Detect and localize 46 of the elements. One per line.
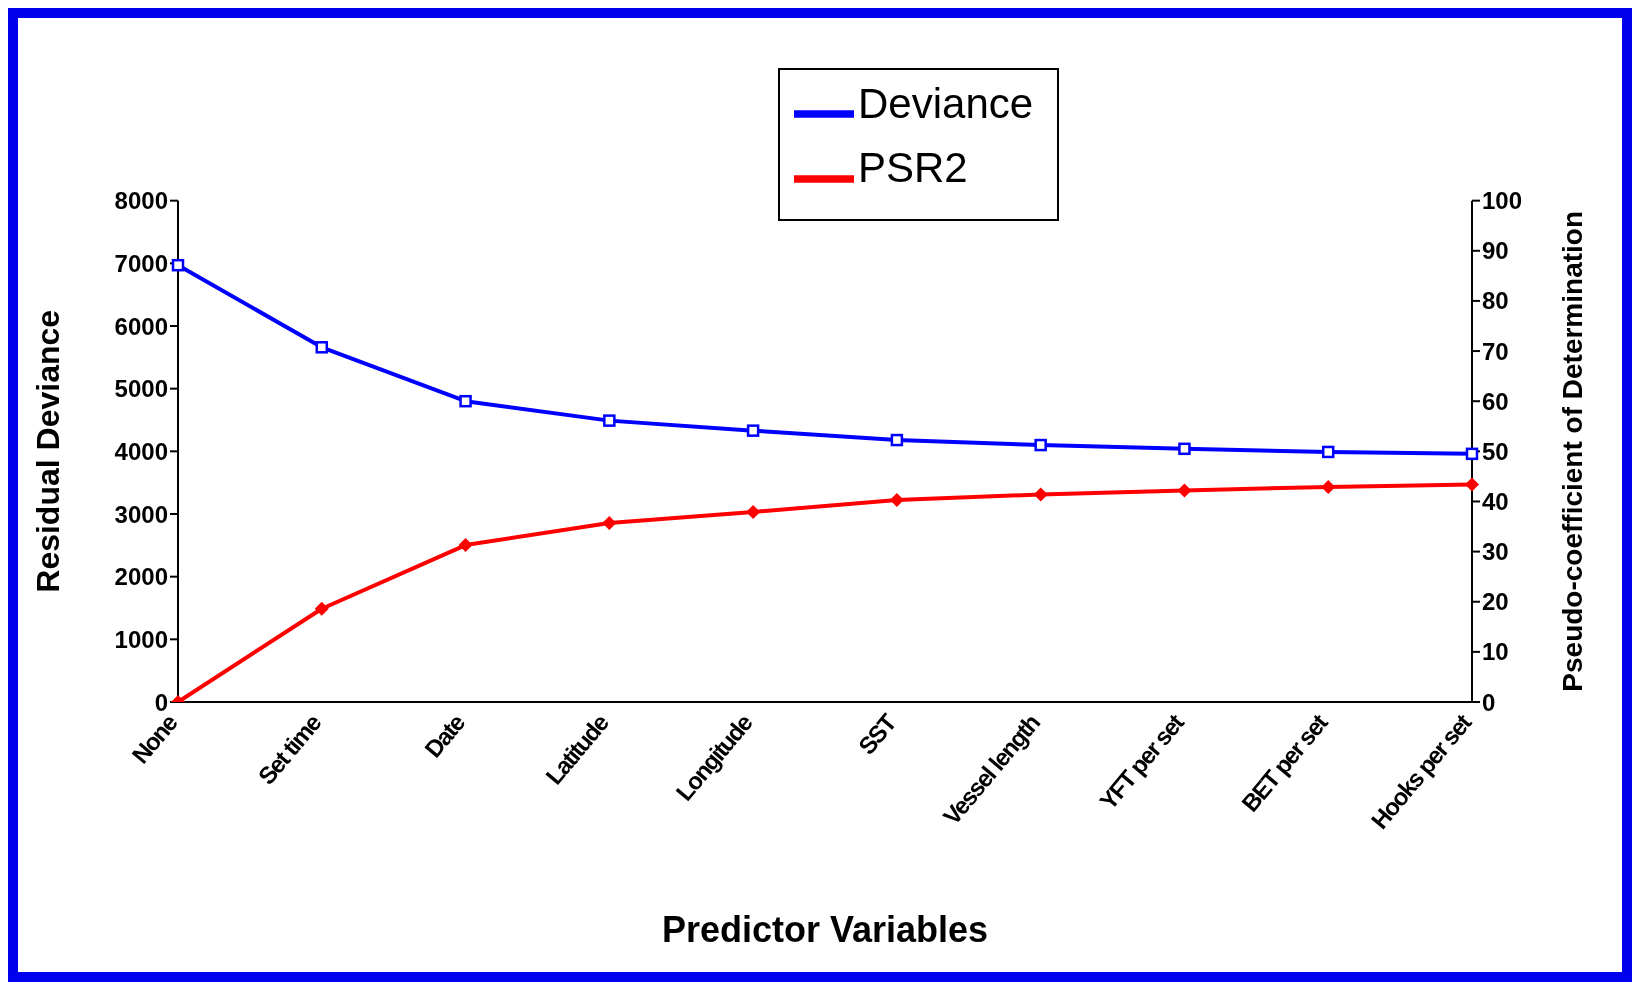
point	[1177, 483, 1192, 498]
y2-tick-label: 30	[1482, 538, 1509, 566]
point	[1465, 477, 1479, 492]
y2-axis-title: Pseudo-coefficient of Determination	[1556, 210, 1588, 692]
point	[1034, 438, 1047, 452]
y-tick-label: 7000	[114, 249, 168, 277]
point	[171, 258, 185, 272]
y-tick-label: 4000	[114, 437, 168, 465]
point	[1465, 447, 1479, 461]
y-tick-label: 3000	[114, 500, 168, 528]
y2-tick-label: 20	[1482, 588, 1509, 616]
point	[890, 433, 904, 447]
point	[314, 601, 329, 616]
point	[889, 492, 904, 507]
point	[1321, 479, 1336, 494]
y2-tick-label: 50	[1482, 437, 1509, 465]
point	[458, 538, 473, 553]
y-tick-label: 8000	[114, 187, 168, 215]
y-tick-label: 1000	[114, 625, 168, 653]
y-tick-label: 6000	[114, 312, 168, 340]
x-tick-label: YFT per set	[1094, 708, 1190, 815]
point	[1178, 442, 1191, 456]
point	[602, 516, 617, 531]
y2-tick-label: 10	[1482, 638, 1509, 666]
y-tick-label: 2000	[114, 563, 168, 591]
y2-tick-label: 0	[1482, 688, 1496, 716]
point	[1033, 487, 1048, 502]
legend-label: PSR2	[858, 144, 968, 192]
y2-tick-label: 70	[1482, 337, 1509, 365]
legend-label: Deviance	[858, 80, 1034, 127]
point	[459, 394, 472, 408]
y2-tick-label: 40	[1482, 487, 1509, 515]
point	[1321, 445, 1335, 459]
point	[746, 504, 761, 519]
y-axis-title: Residual Deviance	[30, 309, 67, 593]
x-axis-title: Predictor Variables	[661, 909, 989, 950]
y2-tick-label: 100	[1482, 187, 1523, 215]
y2-tick-label: 90	[1482, 237, 1509, 265]
point	[746, 424, 760, 437]
x-tick-label: Set time	[252, 708, 327, 790]
y-tick-label: 5000	[114, 375, 168, 403]
y2-tick-label: 80	[1482, 287, 1509, 315]
y-tick-label: 0	[154, 688, 168, 716]
point	[315, 341, 329, 354]
y2-tick-label: 60	[1482, 387, 1509, 415]
point	[603, 414, 616, 427]
